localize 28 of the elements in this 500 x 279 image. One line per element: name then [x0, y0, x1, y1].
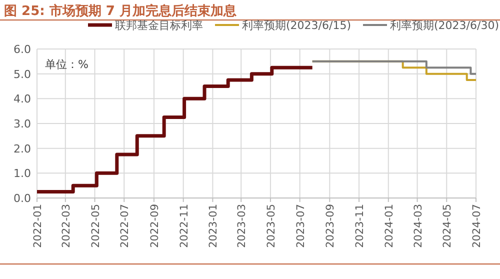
x-tick-label: 2022-05 [90, 204, 102, 248]
x-tick-label: 2022-09 [148, 204, 161, 248]
x-tick-label: 2023-11 [354, 204, 366, 248]
legend-label: 联邦基金目标利率 [115, 19, 203, 32]
y-tick-label: 1.0 [14, 167, 31, 180]
x-tick-label: 2022-11 [178, 204, 190, 248]
x-tick-label: 2023-05 [265, 204, 278, 248]
y-tick-label: 6.0 [14, 43, 31, 56]
y-tick-label: 5.0 [14, 68, 31, 81]
x-tick-label: 2024-07 [471, 204, 483, 248]
y-tick-label: 4.0 [14, 92, 31, 106]
y-tick-label: 2.0 [14, 142, 31, 156]
x-tick-label: 2024-05 [442, 204, 454, 248]
x-tick-label: 2022-01 [32, 204, 44, 248]
x-tick-label: 2023-07 [294, 204, 307, 248]
y-tick-label: 3.0 [14, 118, 31, 130]
legend-label: 利率预期(2023/6/30) [390, 19, 499, 32]
x-tick-label: 2022-07 [119, 204, 132, 248]
x-tick-label: 2023-01 [208, 204, 220, 248]
annotation: 单位：% [45, 58, 88, 71]
x-tick-label: 2024-01 [383, 204, 396, 248]
x-tick-label: 2023-03 [236, 204, 248, 248]
x-tick-label: 2022-03 [60, 204, 72, 248]
x-tick-label: 2023-09 [324, 204, 337, 248]
legend-label: 利率预期(2023/6/15) [242, 19, 351, 32]
chart-title: 图 25: 市场预期 7 月加完息后结束加息 [4, 3, 238, 19]
x-tick-label: 2024-03 [412, 204, 424, 248]
y-tick-label: 0.0 [14, 192, 31, 205]
